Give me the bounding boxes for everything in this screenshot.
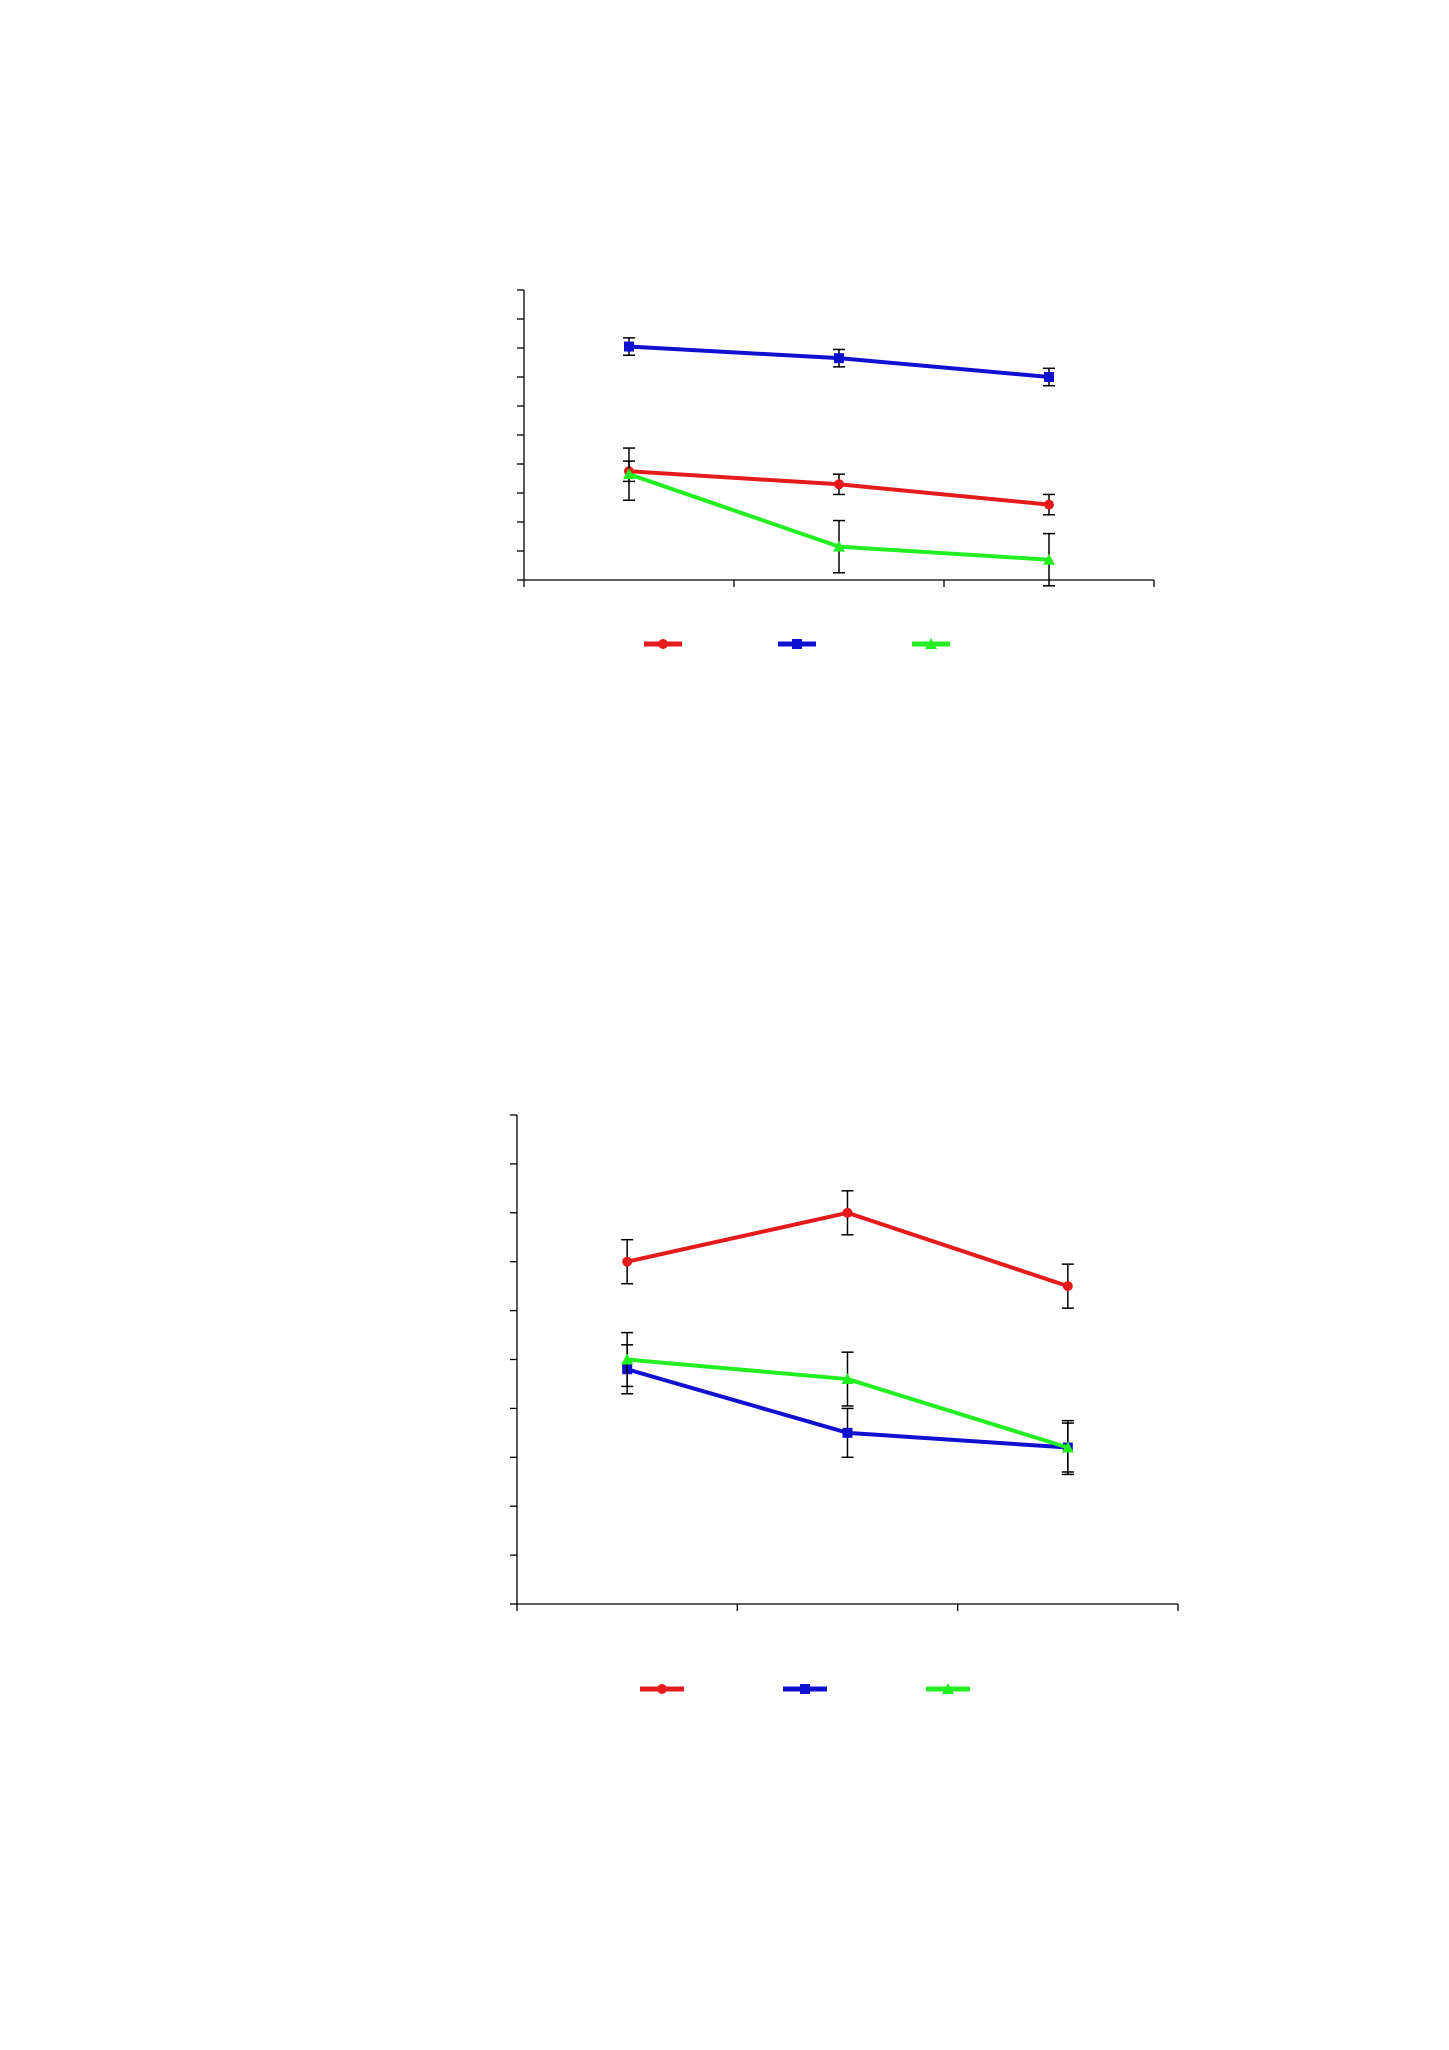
series-triangle-point	[1043, 553, 1055, 565]
series-square-point	[834, 353, 844, 364]
series-square-point	[1044, 372, 1054, 382]
series-triangle-point	[833, 540, 845, 552]
legend-marker-triangle	[942, 1683, 954, 1694]
legend-marker-circle	[657, 1684, 667, 1694]
series-circle-point	[622, 1256, 633, 1267]
series-square-point	[624, 341, 634, 352]
series-circle-point	[834, 479, 844, 490]
legend-marker-triangle	[925, 638, 937, 649]
chart-top	[517, 289, 1155, 649]
series-circle-point	[1044, 499, 1054, 510]
chart-bottom	[510, 1114, 1179, 1694]
series-circle-point	[842, 1207, 853, 1218]
series-triangle-point	[623, 468, 635, 480]
legend-marker-circle	[658, 639, 668, 649]
legend-marker-square	[800, 1684, 810, 1694]
series-triangle-point	[621, 1353, 634, 1365]
legend-marker-square	[792, 639, 802, 649]
series-circle-point	[1062, 1281, 1073, 1292]
series-triangle-point	[841, 1373, 854, 1385]
series-triangle-point	[1061, 1441, 1074, 1453]
series-square-point	[842, 1427, 853, 1438]
